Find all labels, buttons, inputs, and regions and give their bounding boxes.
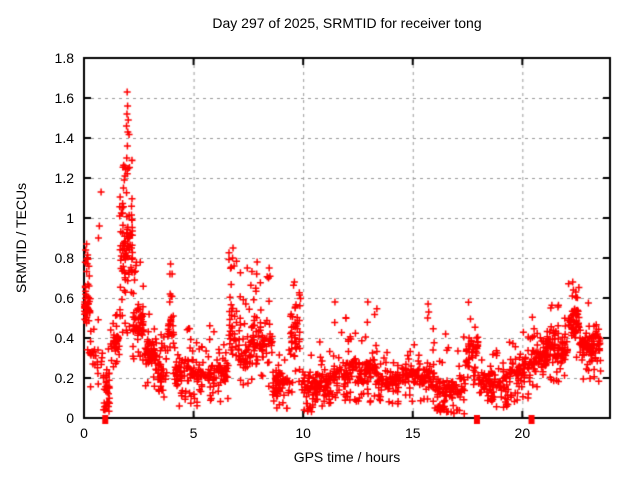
y-tick-label: 0.2 — [54, 370, 74, 386]
y-tick-label: 0.8 — [54, 250, 74, 266]
y-tick-label: 1 — [66, 210, 74, 226]
y-tick-label: 1.2 — [54, 170, 74, 186]
y-tick-label: 0 — [66, 410, 74, 426]
y-tick-label: 0.4 — [54, 330, 74, 346]
x-tick-label: 15 — [404, 425, 421, 441]
x-tick-label: 20 — [514, 425, 531, 441]
x-tick-label: 10 — [295, 425, 311, 441]
y-tick-label: 1.4 — [54, 130, 74, 146]
x-tick-label: 0 — [80, 425, 88, 441]
y-tick-label: 0.6 — [54, 290, 74, 306]
y-tick-label: 1.6 — [54, 90, 74, 106]
x-axis-label: GPS time / hours — [293, 449, 401, 465]
y-axis-label: SRMTID / TECUs — [13, 182, 29, 294]
x-tick-label: 5 — [189, 425, 198, 441]
chart-title: Day 297 of 2025, SRMTID for receiver ton… — [212, 15, 482, 31]
y-tick-label: 1.8 — [54, 50, 74, 66]
